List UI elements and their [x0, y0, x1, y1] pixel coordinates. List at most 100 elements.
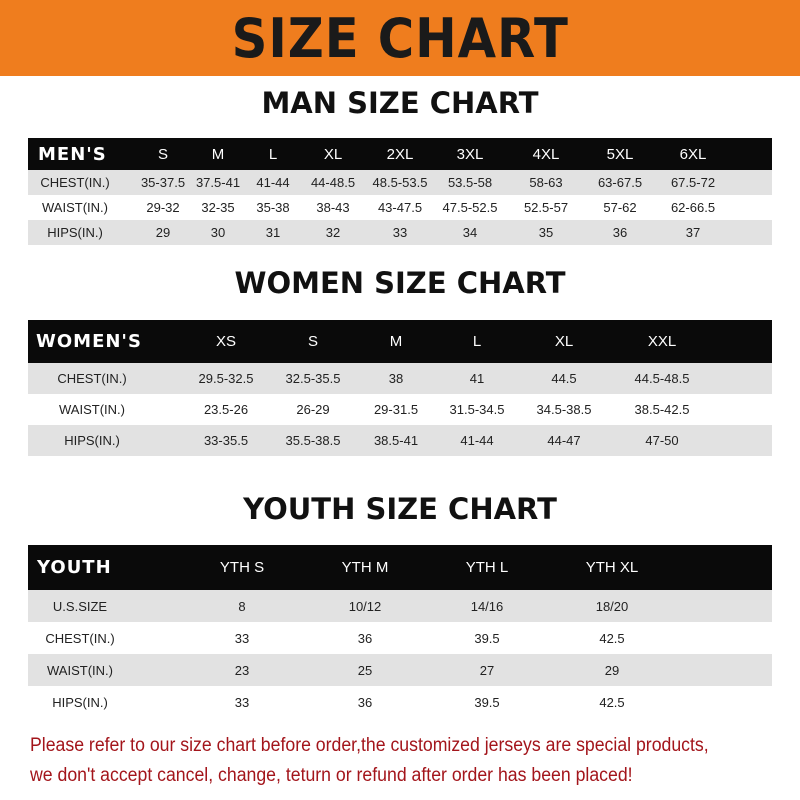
measurement-value: 41-44: [256, 175, 290, 190]
notice-line-1: Please refer to our size chart before or…: [30, 735, 709, 756]
size-header: YTH S: [219, 559, 265, 576]
men-header-row: MEN'S S M L XL 2XL 3XL 4XL 5XL 6XL: [28, 138, 772, 170]
table-row: HIPS(IN.) 33-35.5 35.5-38.5 38.5-41 41-44 44-…: [28, 425, 772, 456]
women-table-label: WOMEN'S: [36, 331, 142, 352]
measurement-value: 52.5-57: [523, 200, 569, 215]
measurement-value: 38.5-42.5: [634, 402, 690, 417]
measurement-value: 10/12: [348, 598, 382, 614]
banner-title: SIZE CHART: [231, 6, 569, 70]
women-size-table: WOMEN'S XS S M L XL XXL CHEST(IN.) 29.5-32.5 32.5…: [28, 320, 772, 456]
measurement-value: 53.5-58: [447, 175, 493, 190]
size-header: 5XL: [606, 145, 634, 163]
youth-size-table: YOUTH YTH S YTH M YTH L YTH XL U.S.SIZE 8 10/12…: [28, 545, 772, 718]
measurement-value: 33: [392, 225, 408, 240]
measurement-value: 14/16: [470, 598, 504, 614]
measurement-value: 38: [388, 371, 404, 386]
men-chart-title: MAN SIZE CHART: [261, 86, 539, 120]
measurement-value: 29.5-32.5: [198, 371, 254, 386]
table-row: CHEST(IN.) 35-37.5 37.5-41 41-44 44-48.5 48.5…: [28, 170, 772, 195]
size-header: 4XL: [532, 145, 560, 163]
measurement-value: 36: [357, 630, 373, 646]
size-header: XS: [215, 333, 237, 350]
youth-header-row: YOUTH YTH S YTH M YTH L YTH XL: [28, 545, 772, 590]
measurement-value: 36: [612, 225, 628, 240]
measurement-value: 33: [234, 694, 250, 710]
size-header: M: [389, 333, 403, 350]
youth-table-label: YOUTH: [37, 557, 112, 578]
measurement-value: 34: [462, 225, 478, 240]
size-header: YTH L: [465, 559, 509, 576]
measurement-label: HIPS(IN.): [52, 694, 108, 710]
measurement-value: 32.5-35.5: [285, 371, 341, 386]
measurement-label: WAIST(IN.): [59, 402, 125, 417]
measurement-label: CHEST(IN.): [45, 630, 115, 646]
table-row: CHEST(IN.) 33 36 39.5 42.5: [28, 622, 772, 654]
measurement-value: 41-44: [460, 433, 494, 448]
measurement-value: 30: [210, 225, 226, 240]
measurement-label: WAIST(IN.): [42, 200, 108, 215]
measurement-value: 62-66.5: [670, 200, 716, 215]
measurement-value: 27: [479, 662, 495, 678]
size-header: 2XL: [386, 145, 414, 163]
measurement-value: 32: [325, 225, 341, 240]
table-row: HIPS(IN.) 29 30 31 32 33 34 35 36 37: [28, 220, 772, 245]
measurement-value: 34.5-38.5: [536, 402, 592, 417]
measurement-value: 47.5-52.5: [442, 200, 498, 215]
measurement-value: 67.5-72: [670, 175, 716, 190]
size-header: 3XL: [456, 145, 484, 163]
measurement-value: 39.5: [474, 630, 500, 646]
banner: SIZE CHART: [0, 0, 800, 76]
men-table-label: MEN'S: [38, 143, 107, 165]
measurement-value: 41: [469, 371, 485, 386]
measurement-value: 57-62: [603, 200, 637, 215]
measurement-value: 25: [357, 662, 373, 678]
measurement-label: U.S.SIZE: [52, 598, 108, 614]
size-header: S: [157, 145, 169, 163]
measurement-value: 35.5-38.5: [285, 433, 341, 448]
measurement-value: 63-67.5: [597, 175, 643, 190]
measurement-label: CHEST(IN.): [57, 371, 127, 386]
measurement-value: 29: [604, 662, 620, 678]
size-header: M: [211, 145, 225, 163]
table-row: WAIST(IN.) 23 25 27 29: [28, 654, 772, 686]
measurement-value: 38.5-41: [373, 433, 419, 448]
size-header: L: [472, 333, 482, 350]
measurement-value: 29-32: [146, 200, 180, 215]
measurement-label: HIPS(IN.): [64, 433, 120, 448]
men-size-table: MEN'S S M L XL 2XL 3XL 4XL 5XL 6XL CHEST(IN.) 35-37…: [28, 138, 772, 245]
table-row: HIPS(IN.) 33 36 39.5 42.5: [28, 686, 772, 718]
measurement-value: 29-31.5: [373, 402, 419, 417]
measurement-value: 42.5: [599, 694, 625, 710]
table-row: WAIST(IN.) 29-32 32-35 35-38 38-43 43-47.5 47.…: [28, 195, 772, 220]
size-header: XXL: [647, 333, 677, 350]
size-header: S: [307, 333, 319, 350]
measurement-value: 35-37.5: [140, 175, 186, 190]
measurement-value: 38-43: [316, 200, 350, 215]
size-header: 6XL: [679, 145, 707, 163]
measurement-value: 48.5-53.5: [372, 175, 428, 190]
measurement-value: 26-29: [296, 402, 330, 417]
measurement-label: CHEST(IN.): [40, 175, 110, 190]
measurement-value: 43-47.5: [377, 200, 423, 215]
measurement-value: 32-35: [201, 200, 235, 215]
measurement-value: 44.5: [551, 371, 577, 386]
measurement-value: 8: [238, 598, 246, 614]
measurement-value: 23: [234, 662, 250, 678]
measurement-label: HIPS(IN.): [47, 225, 103, 240]
measurement-value: 37.5-41: [195, 175, 241, 190]
size-header: XL: [323, 145, 343, 163]
measurement-value: 23.5-26: [203, 402, 249, 417]
measurement-value: 44-47: [547, 433, 581, 448]
measurement-value: 42.5: [599, 630, 625, 646]
measurement-value: 44-48.5: [310, 175, 356, 190]
size-header: L: [268, 145, 278, 163]
measurement-value: 33: [234, 630, 250, 646]
measurement-value: 18/20: [595, 598, 629, 614]
measurement-value: 31.5-34.5: [449, 402, 505, 417]
size-header: YTH M: [341, 559, 389, 576]
measurement-value: 58-63: [529, 175, 563, 190]
measurement-value: 29: [155, 225, 171, 240]
notice-line-2: we don't accept cancel, change, teturn o…: [30, 765, 633, 786]
youth-chart-title: YOUTH SIZE CHART: [243, 492, 557, 526]
measurement-value: 33-35.5: [203, 433, 249, 448]
